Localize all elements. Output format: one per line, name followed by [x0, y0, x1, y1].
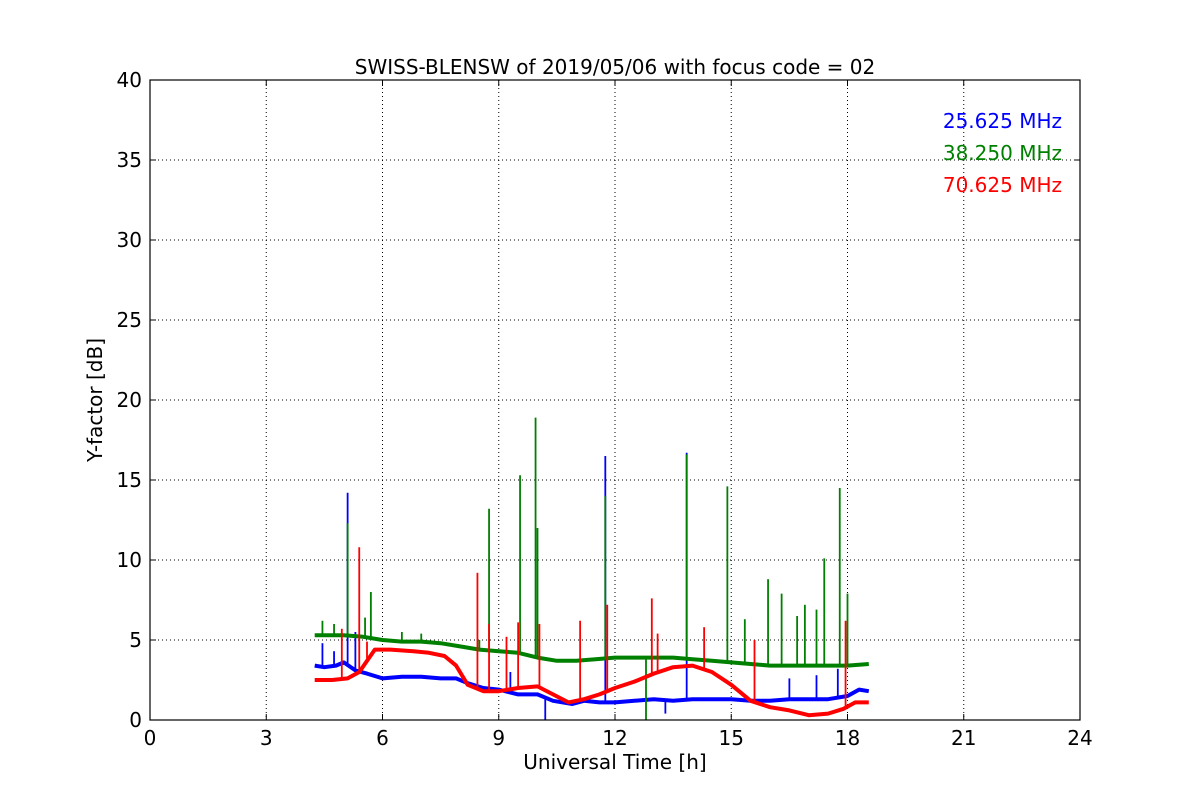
series-line: [314, 660, 870, 706]
legend-entry: 25.625 MHz: [943, 109, 1062, 133]
x-tick-label: 15: [719, 726, 744, 750]
x-tick-label: 18: [835, 726, 860, 750]
chart-title: SWISS-BLENSW of 2019/05/06 with focus co…: [355, 55, 876, 79]
grid-layer: [150, 80, 1080, 720]
x-axis-label: Universal Time [h]: [523, 750, 706, 774]
y-tick-label: 0: [129, 708, 142, 732]
legend: 25.625 MHz 38.250 MHz 70.625 MHz: [943, 109, 1062, 197]
y-tick-label: 15: [117, 468, 142, 492]
series-line: [314, 633, 869, 668]
x-tick-label: 0: [144, 726, 157, 750]
series-2: [314, 547, 869, 718]
x-tick-label: 3: [260, 726, 273, 750]
legend-entry: 70.625 MHz: [943, 173, 1062, 197]
series-layer: [314, 417, 870, 720]
x-tick-label: 9: [492, 726, 505, 750]
plot-area: [314, 417, 870, 720]
tick-layer: 0 3 6 9 12 15 18 21 24 0 5 10 15 20 25 30 35 40: [117, 68, 1093, 750]
x-tick-label: 24: [1067, 726, 1092, 750]
series-line: [314, 647, 869, 718]
x-tick-label: 6: [376, 726, 389, 750]
y-tick-label: 30: [117, 228, 142, 252]
y-tick-label: 20: [117, 388, 142, 412]
y-tick-label: 5: [129, 628, 142, 652]
y-tick-label: 35: [117, 148, 142, 172]
y-tick-label: 10: [117, 548, 142, 572]
series-1: [314, 417, 869, 720]
y-tick-label: 40: [117, 68, 142, 92]
y-tick-label: 25: [117, 308, 142, 332]
legend-entry: 38.250 MHz: [943, 141, 1062, 165]
x-tick-label: 21: [951, 726, 976, 750]
y-axis-label: Y-factor [dB]: [83, 338, 107, 463]
x-tick-label: 12: [602, 726, 627, 750]
